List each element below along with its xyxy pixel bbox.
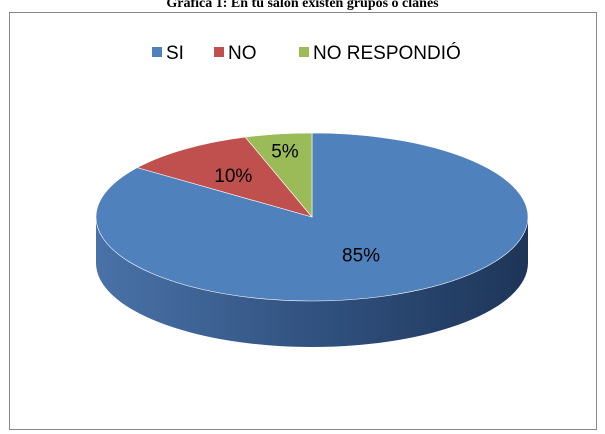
pie-labels: 85% 10% 5% [214,142,380,267]
data-label-si: 85% [342,245,380,266]
legend: SI NO NO RESPONDIÓ [152,42,461,64]
legend-label-si: SI [166,43,184,64]
legend-swatch-no [214,47,224,57]
legend-label-no: NO [228,43,257,64]
pie-slice-no-respondio [244,132,313,218]
legend-swatch-no-respondio [299,47,309,57]
pie-tops [95,132,529,302]
data-label-no: 10% [214,166,252,187]
pie-sides [96,217,528,347]
chart-title: Gráfica 1: En tu salón existen grupos o … [166,0,439,11]
legend-swatch-si [152,47,162,57]
pie-slice-no [136,136,313,218]
data-label-no-respondio: 5% [271,142,299,163]
pie-side-si [96,217,528,347]
legend-label-no-respondio: NO RESPONDIÓ [313,42,461,64]
